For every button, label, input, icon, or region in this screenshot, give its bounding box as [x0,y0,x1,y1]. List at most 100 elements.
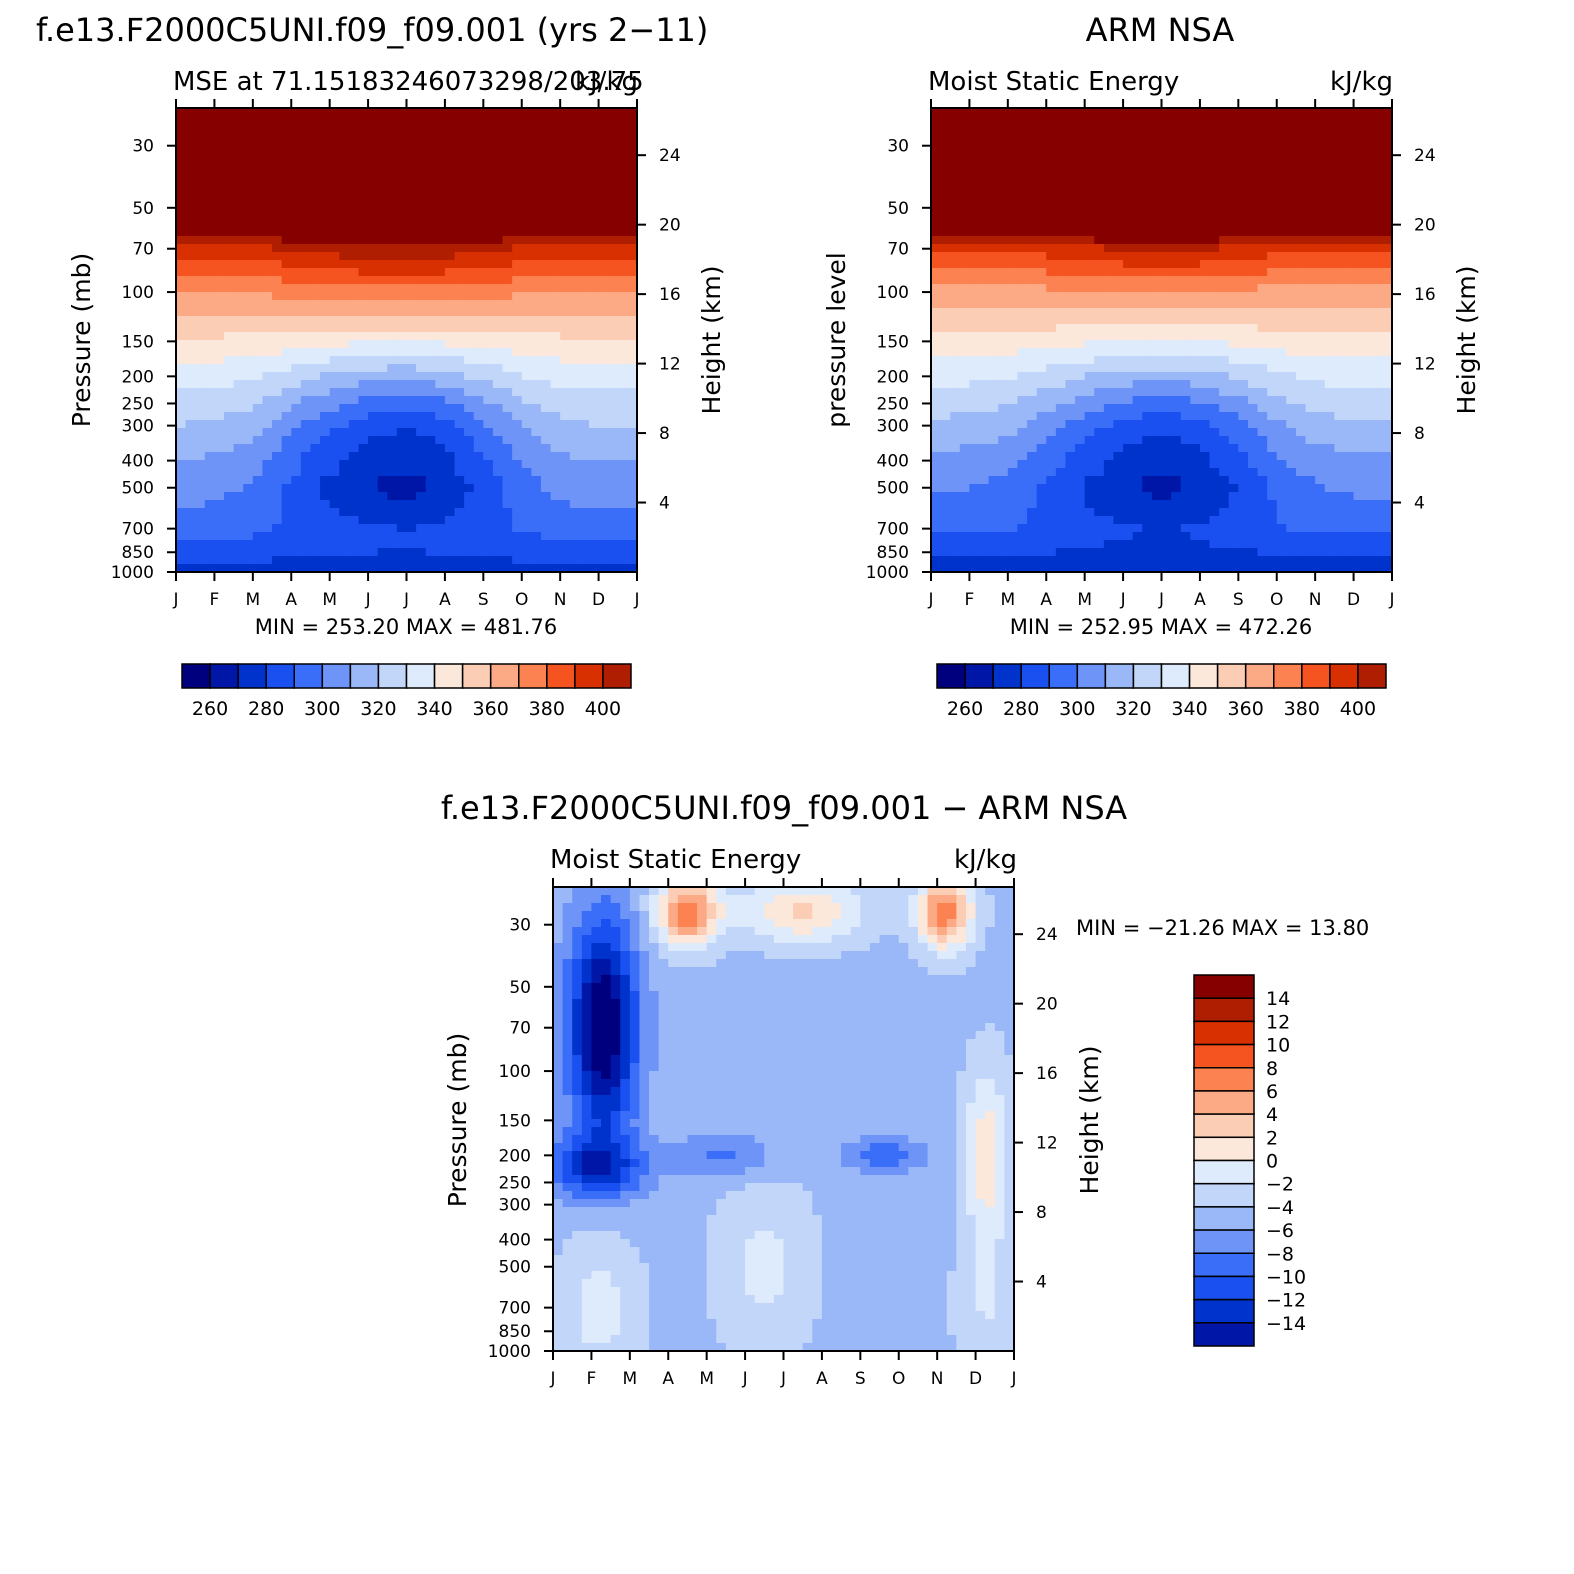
obs-cell [1084,348,1095,357]
obs-cell [1027,260,1038,269]
obs-cell [1075,268,1086,277]
obs-cell [1171,428,1182,437]
obs-cell [1036,324,1047,333]
obs-cell [1036,124,1047,133]
obs-cell [1257,108,1268,117]
model-cell [569,140,580,149]
obs-cell [1199,420,1211,429]
obs-cell [1094,532,1105,541]
obs-cell [1161,212,1172,221]
model-cell [320,116,331,125]
model-cell [185,236,196,245]
model-cell [550,428,561,437]
obs-cell [1142,556,1153,565]
obs-cell [1228,460,1239,469]
obs-cell [1113,188,1124,197]
model-cell [473,212,484,221]
obs-cell [1247,124,1259,133]
obs-cell [1084,420,1095,429]
model-cell [329,436,340,445]
model-cell [435,348,446,357]
obs-cell [1267,492,1278,501]
model-cell [473,132,484,141]
obs-cell [959,116,971,125]
obs-cell [931,428,942,437]
obs-cell [1209,396,1220,405]
obs-cell [1132,260,1143,269]
model-cell [627,428,638,437]
obs-cell [1209,564,1220,573]
model-cell [387,476,398,485]
model-cell [540,252,552,261]
obs-cell [940,236,951,245]
model-cell [195,236,206,245]
model-cell [512,316,523,325]
obs-cell [1084,332,1095,341]
model-cell [531,540,542,549]
obs-cell [1103,268,1115,277]
model-cell [348,556,360,565]
obs-cell [1267,532,1278,541]
model-cell [521,220,532,229]
model-cell [377,380,388,389]
obs-cell [1267,468,1278,477]
model-cell [444,108,456,117]
obs-cell [1027,196,1038,205]
model-cell [252,332,264,341]
obs-cell [1142,532,1153,541]
obs-cell [1084,484,1095,493]
obs-cell [1123,556,1134,565]
obs-cell [1267,524,1278,533]
model-cell [560,236,571,245]
model-cell [550,444,561,453]
model-cell [396,196,408,205]
model-cell [243,284,254,293]
model-cell [464,452,475,461]
obs-cell [931,220,942,229]
model-cell [377,356,388,365]
obs-cell [1084,340,1095,349]
model-cell [483,268,494,277]
model-cell [502,436,513,445]
obs-cell [988,508,999,517]
obs-cell [1132,380,1143,389]
model-cell [185,492,196,501]
model-cell [368,300,379,309]
obs-cell [931,396,942,405]
obs-cell [1046,156,1057,165]
model-cell [281,404,292,413]
obs-cell [1142,508,1153,517]
model-cell [281,388,292,397]
obs-cell [1228,428,1239,437]
obs-cell [1238,180,1249,189]
obs-cell [1123,284,1134,293]
model-cell [406,428,417,437]
obs-cell [1219,468,1230,477]
model-cell [348,244,360,253]
obs-cell [1219,524,1230,533]
model-cell [348,116,360,125]
obs-cell [959,236,971,245]
obs-cell [1267,348,1278,357]
model-cell [233,412,244,421]
obs-cell [1219,236,1230,245]
model-cell [617,388,628,397]
model-cell [531,476,542,485]
obs-cell [1199,412,1211,421]
model-cell [377,412,388,421]
model-cell [627,420,638,429]
model-cell [540,460,552,469]
obs-cell [1190,484,1201,493]
obs-cell [1065,292,1076,301]
model-cell [473,364,484,373]
model-cell [588,324,600,333]
obs-cell [1084,540,1095,549]
model-cell [252,524,264,533]
obs-cell [1007,380,1019,389]
obs-cell [1123,396,1134,405]
obs-cell [988,268,999,277]
model-cell [272,548,283,557]
obs-cell [1219,412,1230,421]
model-cell [368,492,379,501]
obs-cell [1190,292,1201,301]
